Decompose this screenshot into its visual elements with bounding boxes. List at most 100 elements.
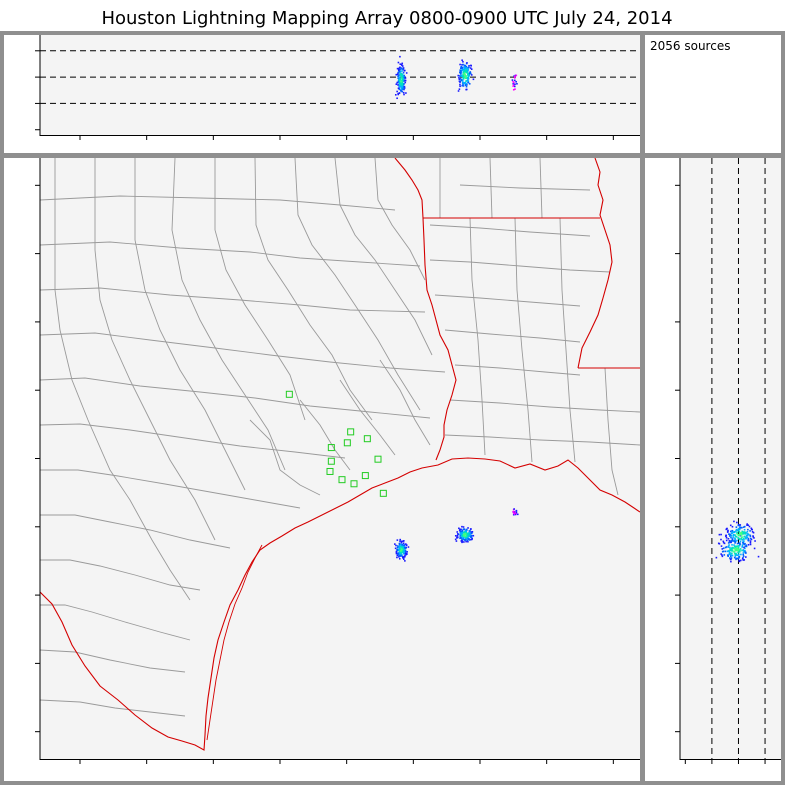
lightning-source	[742, 532, 744, 534]
lightning-source	[460, 75, 463, 78]
lightning-source	[462, 73, 464, 76]
lightning-source	[402, 556, 405, 559]
lightning-source	[463, 538, 465, 541]
lightning-source	[735, 526, 738, 528]
lightning-source	[397, 92, 399, 95]
lightning-source	[754, 540, 756, 542]
lightning-source	[463, 82, 465, 85]
lightning-source	[740, 537, 743, 540]
lightning-source	[465, 68, 468, 71]
north-south-altitude-panel	[675, 158, 781, 764]
lightning-source	[721, 550, 724, 553]
lightning-source	[739, 524, 742, 526]
lightning-source	[749, 540, 752, 542]
county-boundary	[214, 158, 306, 421]
lightning-source	[398, 545, 401, 548]
lightning-source	[400, 547, 402, 549]
lightning-source	[465, 537, 468, 540]
lightning-source	[399, 55, 401, 58]
county-boundary	[171, 158, 286, 471]
lightning-source	[404, 77, 407, 79]
lightning-source	[397, 75, 400, 77]
lightning-source	[462, 79, 464, 81]
lightning-source	[459, 528, 461, 531]
lightning-source	[404, 546, 406, 549]
lightning-source	[396, 90, 398, 93]
lightning-source	[731, 546, 733, 549]
lightning-source	[464, 82, 466, 84]
lightning-source	[744, 551, 747, 554]
plan-view-sources	[394, 508, 519, 562]
lightning-source	[730, 557, 733, 559]
source-count-box	[645, 35, 781, 153]
ns-altitude-x-ticks	[684, 759, 766, 764]
lightning-source	[468, 530, 471, 532]
lightning-source	[737, 534, 740, 537]
lightning-source	[399, 70, 402, 73]
lightning-source	[515, 80, 517, 83]
lightning-source	[462, 60, 464, 63]
lightning-source	[466, 62, 468, 64]
lightning-source	[469, 528, 472, 530]
lightning-source	[400, 72, 403, 75]
lightning-source	[470, 531, 472, 534]
lightning-source	[729, 548, 731, 550]
county-boundary	[94, 158, 216, 541]
county-boundary	[40, 423, 346, 459]
lightning-source	[461, 533, 463, 535]
lightning-source	[472, 534, 475, 537]
lightning-source	[461, 64, 463, 66]
lightning-source	[737, 545, 740, 547]
lightning-source	[456, 531, 459, 533]
lightning-source	[735, 547, 738, 549]
lightning-source	[752, 535, 754, 537]
lightning-source	[461, 67, 463, 70]
lightning-source	[734, 540, 737, 543]
lightning-source	[730, 535, 733, 537]
lightning-source	[731, 539, 734, 542]
lightning-source	[459, 78, 462, 80]
lightning-source	[729, 524, 732, 527]
lightning-source	[399, 66, 401, 69]
lightning-source	[394, 93, 397, 96]
lightning-source	[398, 88, 401, 91]
lightning-source	[462, 63, 464, 66]
lightning-source	[512, 83, 515, 85]
lightning-source	[403, 85, 406, 88]
lightning-source	[737, 557, 740, 560]
lightning-source	[403, 77, 406, 79]
lightning-source	[405, 543, 407, 545]
lightning-source	[468, 72, 471, 75]
lightning-source	[400, 68, 402, 70]
lightning-source	[400, 74, 402, 77]
lightning-source	[742, 541, 744, 544]
lightning-source	[512, 88, 515, 91]
lightning-source	[399, 538, 402, 541]
lightning-source	[725, 546, 728, 548]
lightning-source	[467, 534, 470, 536]
lightning-source	[743, 528, 746, 531]
county-boundary	[40, 469, 301, 509]
lightning-source	[472, 78, 475, 81]
county-boundary	[429, 259, 611, 273]
lightning-source	[733, 540, 735, 542]
lightning-source	[731, 538, 734, 540]
lightning-source	[396, 554, 399, 557]
lightning-source	[744, 533, 747, 535]
station-marker	[285, 390, 293, 398]
lightning-source	[467, 527, 469, 529]
lightning-source	[398, 546, 401, 549]
lightning-source	[727, 542, 730, 544]
lightning-source	[465, 536, 468, 539]
lightning-source	[743, 546, 745, 549]
lightning-source	[749, 537, 752, 540]
lightning-source	[471, 532, 473, 534]
lightning-source	[513, 513, 516, 515]
lightning-source	[464, 531, 466, 534]
lightning-source	[461, 531, 463, 534]
lightning-source	[397, 87, 400, 90]
lightning-source	[396, 556, 398, 559]
county-boundary	[379, 359, 431, 446]
lightning-source	[459, 530, 462, 533]
lightning-source	[729, 558, 732, 561]
